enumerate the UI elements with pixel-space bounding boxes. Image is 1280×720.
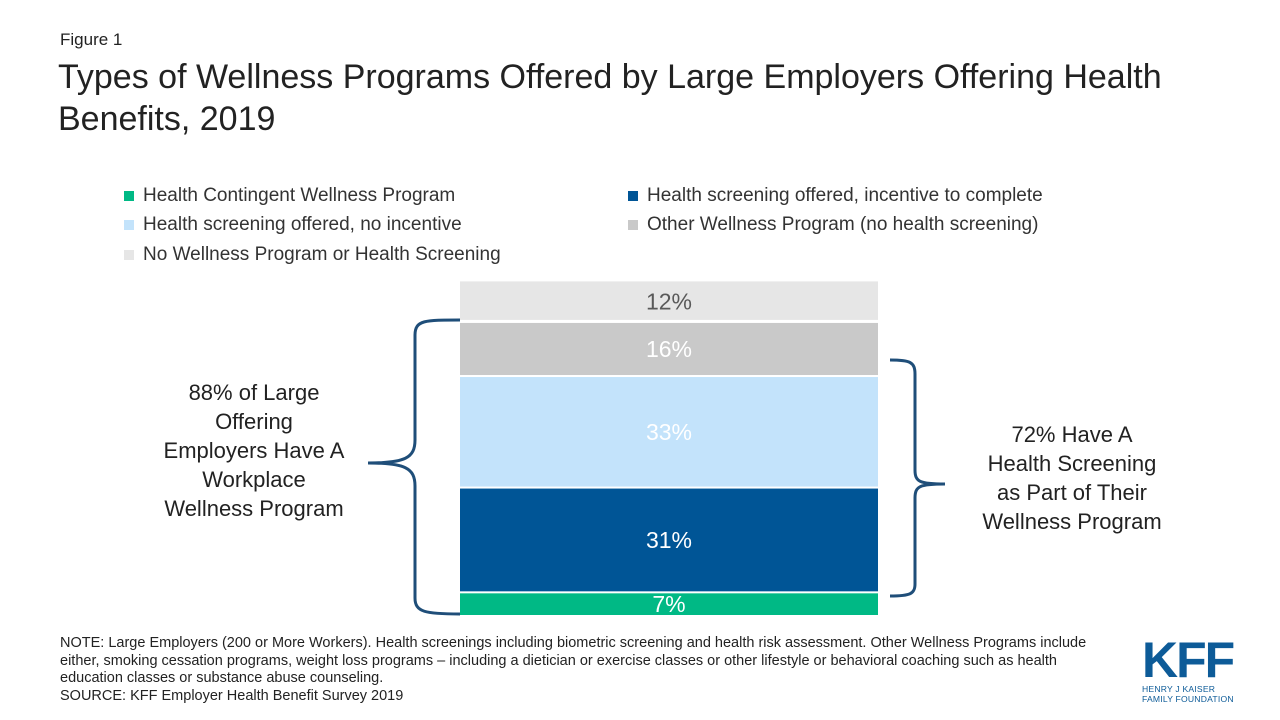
logo-line-1: HENRY J KAISER xyxy=(1142,684,1216,694)
legend-label-other-wellness: Other Wellness Program (no health screen… xyxy=(647,214,1039,235)
bar-segments xyxy=(460,281,878,615)
legend-item-screening-incentive: Health screening offered, incentive to c… xyxy=(628,185,1043,207)
legend-item-screening-no-incentive: Health screening offered, no incentive xyxy=(124,214,462,236)
left-brace-annotation: 88% of Large Offering Employers Have A W… xyxy=(148,378,360,523)
logo-mark: KFF xyxy=(1142,632,1235,688)
left-annotation-line: Wellness Program xyxy=(164,496,344,521)
legend-label-screening-no-incentive: Health screening offered, no incentive xyxy=(143,214,462,235)
note-text: NOTE: Large Employers (200 or More Worke… xyxy=(60,635,1087,687)
legend-label-health-contingent: Health Contingent Wellness Program xyxy=(143,185,456,206)
legend-swatch-screening-incentive xyxy=(628,191,638,201)
right-annotation-line: Health Screening xyxy=(987,451,1157,476)
bar-segment-screening-incentive xyxy=(460,488,878,592)
right-annotation-line: 72% Have A xyxy=(1011,422,1133,447)
figure-label: Figure 1 xyxy=(60,30,123,49)
left-annotation-line: Offering xyxy=(215,409,293,434)
kff-logo: KFF HENRY J KAISER FAMILY FOUNDATION xyxy=(1142,632,1242,704)
legend-swatch-other-wellness xyxy=(628,220,638,230)
legend-swatch-screening-no-incentive xyxy=(124,220,134,230)
bar-label-no-wellness: 12% xyxy=(646,289,692,315)
bar-segment-no-wellness xyxy=(460,281,878,320)
logo-line-2: FAMILY FOUNDATION xyxy=(1142,694,1234,704)
bar-segment-screening-no-incentive xyxy=(460,377,878,487)
bar-segment-other-wellness xyxy=(460,322,878,376)
legend-label-screening-incentive: Health screening offered, incentive to c… xyxy=(647,185,1043,206)
left-annotation-line: 88% of Large xyxy=(188,380,320,405)
bar-label-health-contingent: 7% xyxy=(652,591,685,617)
legend-item-no-wellness: No Wellness Program or Health Screening xyxy=(124,244,501,266)
bar-segment-health-contingent xyxy=(460,593,878,615)
legend-item-other-wellness: Other Wellness Program (no health screen… xyxy=(628,214,1038,236)
right-brace-annotation: 72% Have A Health Screening as Part of T… xyxy=(960,420,1184,536)
bar-label-screening-incentive: 31% xyxy=(646,527,692,553)
source-text: SOURCE: KFF Employer Health Benefit Surv… xyxy=(60,687,404,704)
chart-title: Types of Wellness Programs Offered by La… xyxy=(58,58,1162,138)
legend-label-no-wellness: No Wellness Program or Health Screening xyxy=(143,244,501,265)
footnote: NOTE: Large Employers (200 or More Worke… xyxy=(60,635,1110,705)
bar-label-screening-no-incentive: 33% xyxy=(646,419,692,445)
left-brace xyxy=(367,318,461,616)
legend-swatch-no-wellness xyxy=(124,250,134,260)
bar-value-labels: 7% 31% 33% 16% 12% xyxy=(646,289,692,618)
legend-item-health-contingent: Health Contingent Wellness Program xyxy=(124,185,455,207)
left-annotation-line: Employers Have A xyxy=(163,438,345,463)
right-annotation-line: as Part of Their xyxy=(997,480,1147,505)
right-annotation-line: Wellness Program xyxy=(982,509,1162,534)
right-brace xyxy=(889,358,946,598)
bar-label-other-wellness: 16% xyxy=(646,336,692,362)
left-annotation-line: Workplace xyxy=(202,467,306,492)
legend-swatch-health-contingent xyxy=(124,191,134,201)
